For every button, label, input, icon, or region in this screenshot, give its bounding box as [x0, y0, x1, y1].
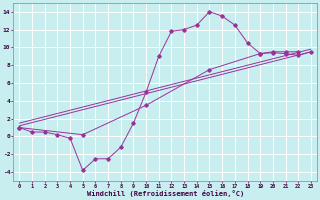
- X-axis label: Windchill (Refroidissement éolien,°C): Windchill (Refroidissement éolien,°C): [86, 190, 244, 197]
